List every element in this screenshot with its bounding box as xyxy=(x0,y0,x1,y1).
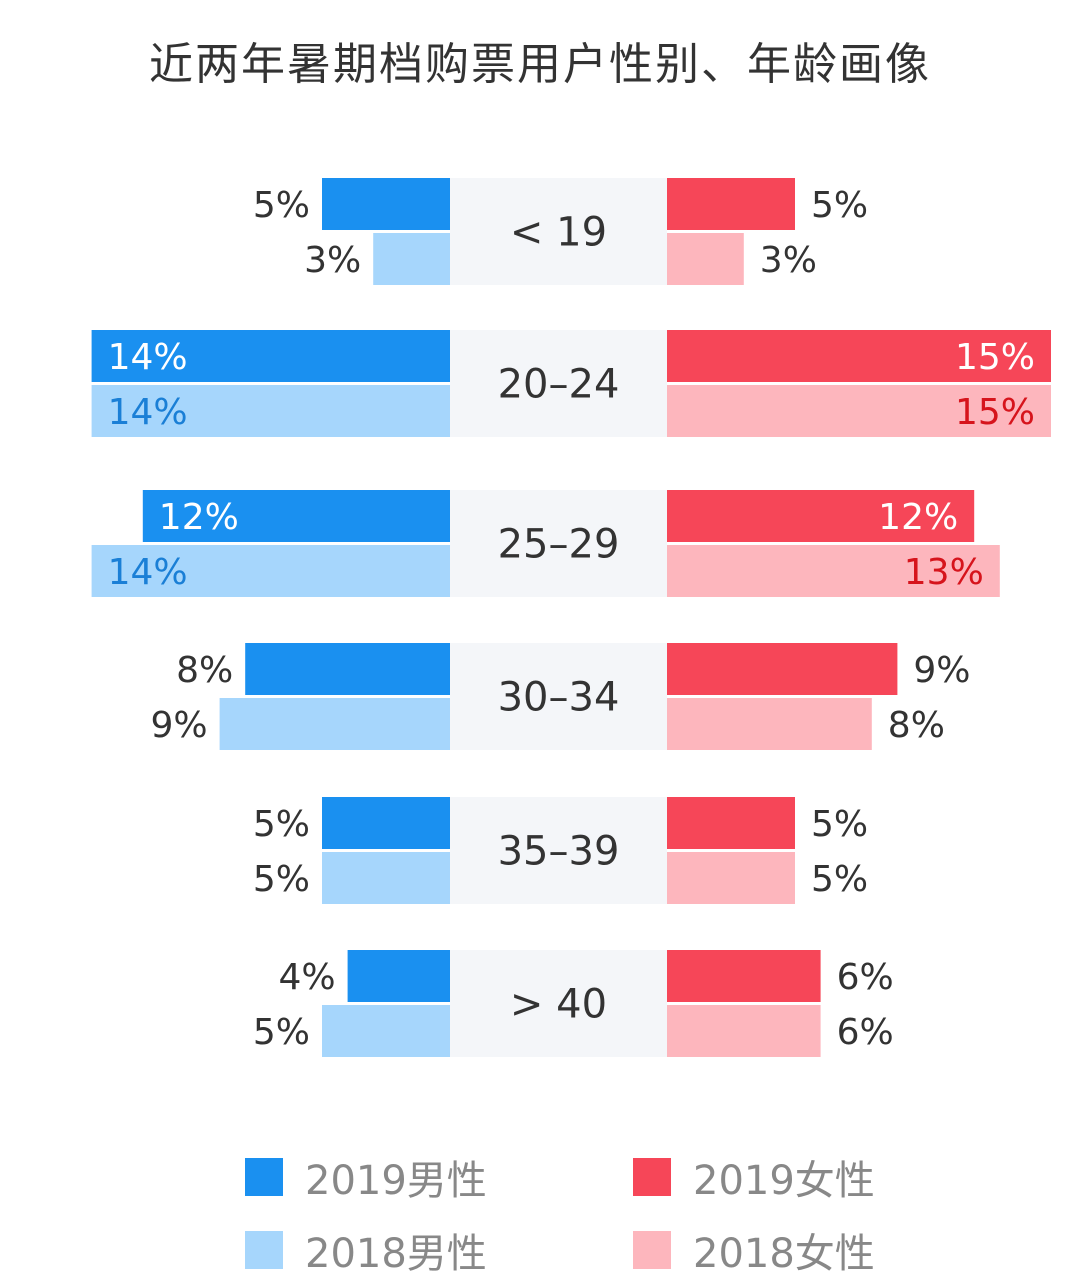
legend-swatch xyxy=(245,1158,283,1196)
age-band-4 xyxy=(450,797,667,904)
bar-2018男性-3 xyxy=(219,698,450,750)
bar-2019女性-2 xyxy=(667,490,975,542)
age-band-1 xyxy=(450,330,667,437)
legend-swatch xyxy=(245,1231,283,1269)
legend-label: 2019女性 xyxy=(693,1158,875,1204)
data-label-2018女性-2: 13% xyxy=(904,552,984,593)
legend-swatch xyxy=(633,1231,671,1269)
bar-2018男性-2 xyxy=(91,545,450,597)
data-label-2018男性-2: 14% xyxy=(108,552,188,593)
data-label-2018男性-5: 5% xyxy=(253,1012,310,1053)
butterfly-bar-chart: < 19 5% 3% 5% 3% 20–24 14% 14% 15% 15% 25–29 12% 14%… xyxy=(91,178,1051,1057)
legend-label: 2019男性 xyxy=(305,1158,487,1204)
legend-label: 2018女性 xyxy=(693,1231,875,1277)
category-label: 20–24 xyxy=(498,362,620,408)
bar-2018女性-5 xyxy=(667,1005,821,1057)
data-label-2019女性-0: 5% xyxy=(811,185,868,226)
data-label-2019女性-5: 6% xyxy=(837,957,894,998)
category-label: < 19 xyxy=(510,210,607,256)
data-label-2019女性-1: 15% xyxy=(955,337,1035,378)
data-label-2018女性-5: 6% xyxy=(837,1012,894,1053)
bar-2018女性-4 xyxy=(667,852,795,904)
bar-2018男性-4 xyxy=(322,852,450,904)
data-label-2019女性-4: 5% xyxy=(811,804,868,845)
bar-2019女性-5 xyxy=(667,950,821,1002)
data-label-2018女性-1: 15% xyxy=(955,392,1035,433)
chart-title: 近两年暑期档购票用户性别、年龄画像 xyxy=(149,39,931,90)
bar-2018女性-1 xyxy=(667,385,1051,437)
data-label-2018男性-3: 9% xyxy=(150,705,207,746)
data-label-2018男性-4: 5% xyxy=(253,859,310,900)
category-label: > 40 xyxy=(510,982,607,1028)
legend-item-0: 2019男性 xyxy=(245,1148,487,1206)
age-band-5 xyxy=(450,950,667,1057)
bar-2018女性-3 xyxy=(667,698,872,750)
data-label-2019女性-3: 9% xyxy=(913,650,970,691)
legend-item-2: 2018男性 xyxy=(245,1221,487,1279)
bar-2018男性-1 xyxy=(91,385,450,437)
bar-2019男性-0 xyxy=(322,178,450,230)
data-label-2018男性-0: 3% xyxy=(304,240,361,281)
category-label: 25–29 xyxy=(498,522,620,568)
bar-2019男性-5 xyxy=(347,950,450,1002)
bar-2019男性-2 xyxy=(142,490,451,542)
data-label-2018女性-0: 3% xyxy=(760,240,817,281)
bar-2019男性-4 xyxy=(322,797,450,849)
bar-2019女性-4 xyxy=(667,797,795,849)
age-band-2 xyxy=(450,490,667,597)
category-label: 30–34 xyxy=(498,675,620,721)
bar-2018女性-0 xyxy=(667,233,744,285)
bar-2018男性-0 xyxy=(373,233,450,285)
data-label-2019男性-0: 5% xyxy=(253,185,310,226)
legend-item-3: 2018女性 xyxy=(633,1221,875,1279)
bar-2018男性-5 xyxy=(322,1005,450,1057)
bar-2019男性-1 xyxy=(91,330,450,382)
data-label-2019男性-2: 12% xyxy=(159,497,239,538)
data-label-2018女性-3: 8% xyxy=(888,705,945,746)
bar-2018女性-2 xyxy=(667,545,1000,597)
age-band-3 xyxy=(450,643,667,750)
data-label-2019男性-1: 14% xyxy=(108,337,188,378)
legend-label: 2018男性 xyxy=(305,1231,487,1277)
data-label-2019男性-5: 4% xyxy=(278,957,335,998)
bar-2019女性-0 xyxy=(667,178,795,230)
data-label-2019男性-4: 5% xyxy=(253,804,310,845)
data-label-2019男性-3: 8% xyxy=(176,650,233,691)
bar-2019男性-3 xyxy=(245,643,450,695)
legend-swatch xyxy=(633,1158,671,1196)
bar-2019女性-1 xyxy=(667,330,1051,382)
bar-2019女性-3 xyxy=(667,643,898,695)
data-label-2018男性-1: 14% xyxy=(108,392,188,433)
data-label-2018女性-4: 5% xyxy=(811,859,868,900)
data-label-2019女性-2: 12% xyxy=(878,497,958,538)
category-label: 35–39 xyxy=(498,829,620,875)
legend-item-1: 2019女性 xyxy=(633,1148,875,1206)
age-band-0 xyxy=(450,178,667,285)
